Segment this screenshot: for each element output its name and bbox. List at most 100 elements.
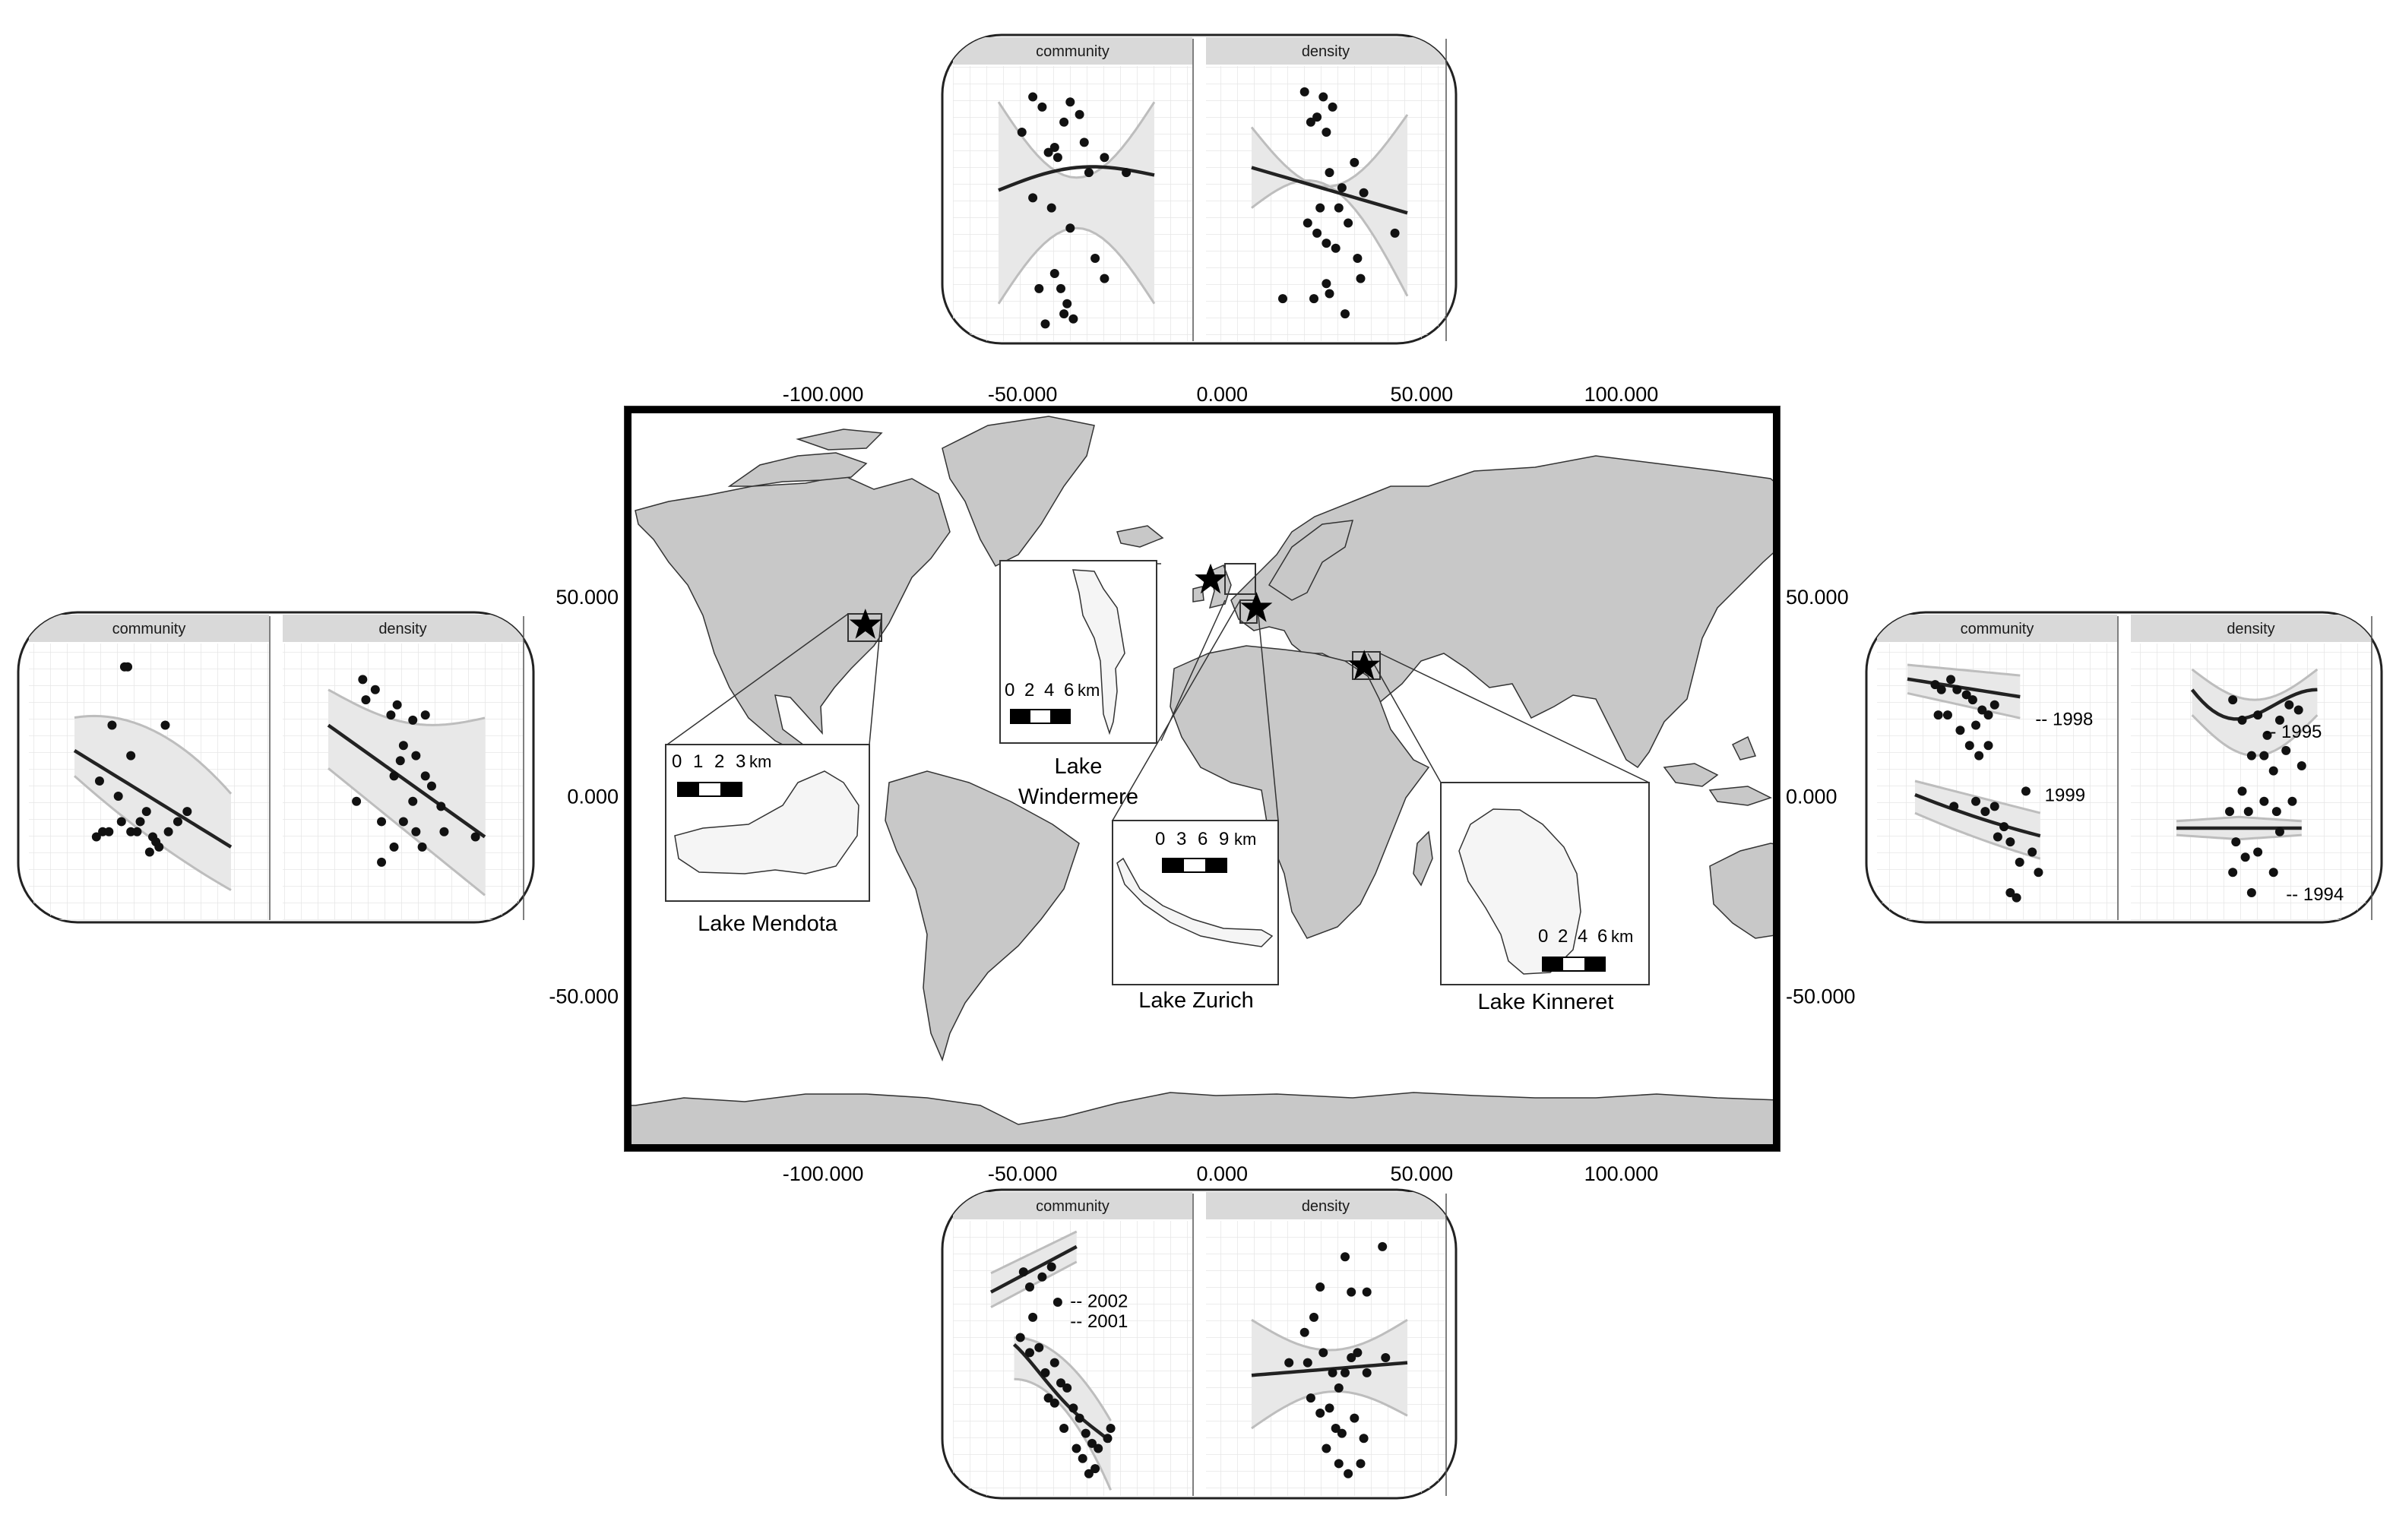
- data-point: [1993, 832, 2002, 842]
- data-point: [173, 817, 182, 827]
- facet-community: community -- 1998 1999: [1877, 615, 2119, 920]
- data-point: [2027, 847, 2037, 857]
- data-point: [1315, 1409, 1325, 1418]
- data-point: [1078, 1453, 1087, 1463]
- map-clip: [628, 416, 1781, 1147]
- band-upper-line: [1914, 779, 2041, 814]
- data-point: [398, 741, 408, 751]
- data-point: [1084, 168, 1094, 178]
- data-point: [1341, 1368, 1350, 1377]
- data-point: [1347, 1287, 1356, 1297]
- data-point: [1315, 203, 1325, 213]
- data-point: [1930, 680, 1940, 690]
- scale-unit: km: [1611, 927, 1633, 946]
- data-point: [1331, 1423, 1341, 1433]
- data-point: [1359, 1434, 1369, 1444]
- data-point: [1328, 1368, 1337, 1377]
- band-lower-line: [328, 767, 486, 896]
- data-point: [160, 720, 170, 730]
- data-point: [1341, 309, 1350, 319]
- data-point: [1949, 802, 1959, 811]
- x-tick-label-bottom: 50.000: [1391, 1162, 1454, 1185]
- data-point: [1284, 1358, 1294, 1368]
- scale-label-3: 6: [1597, 926, 1607, 947]
- data-point: [408, 796, 418, 806]
- data-point: [1967, 695, 1977, 705]
- trend-line: [989, 1244, 1078, 1294]
- data-point: [1322, 279, 1331, 289]
- data-point: [2296, 761, 2306, 770]
- data-point: [439, 827, 449, 836]
- data-point: [1983, 741, 1993, 751]
- data-point: [123, 662, 133, 672]
- data-point: [361, 695, 371, 705]
- data-point: [1328, 102, 1337, 112]
- data-point: [1977, 705, 1987, 715]
- data-point: [1334, 1383, 1344, 1393]
- x-tick-label-bottom: 0.000: [1196, 1162, 1248, 1185]
- lake-windermere-label-line2: Windermere: [1018, 785, 1138, 809]
- data-point: [1989, 802, 1999, 811]
- data-point: [1933, 710, 1943, 720]
- data-point: [2262, 730, 2272, 740]
- year-annotation: -- 1994: [2286, 884, 2344, 905]
- band-lower-line: [1251, 1390, 1408, 1430]
- data-point: [1946, 675, 1956, 685]
- facet-label: density: [2227, 621, 2274, 637]
- data-point: [1337, 183, 1347, 193]
- data-point: [1025, 1348, 1034, 1358]
- data-point: [132, 827, 142, 836]
- data-point: [1362, 1287, 1372, 1297]
- data-point: [2287, 796, 2297, 806]
- data-point: [1037, 102, 1047, 112]
- data-point: [2274, 827, 2284, 836]
- data-point: [389, 771, 399, 781]
- scale-unit: km: [749, 752, 771, 771]
- data-point: [2253, 847, 2263, 857]
- data-point: [1062, 299, 1072, 308]
- data-point: [1081, 1428, 1090, 1438]
- data-point: [1028, 193, 1038, 203]
- data-point: [1322, 239, 1331, 248]
- data-point: [1325, 168, 1334, 178]
- data-point: [1052, 153, 1062, 163]
- data-point: [1325, 289, 1334, 299]
- data-point: [1049, 1358, 1059, 1368]
- data-point: [1103, 1434, 1113, 1444]
- band-lower-line: [997, 226, 1156, 305]
- data-point: [1378, 1241, 1388, 1251]
- facet-strip: [953, 1192, 1192, 1219]
- panel-right: community -- 1998 1999 density -- 1995 -- 199…: [1865, 611, 2383, 924]
- data-point: [2259, 751, 2269, 761]
- arctic-islands: [727, 428, 883, 487]
- scale-label-0: 0: [672, 751, 682, 772]
- africa-landmass: [1170, 645, 1430, 939]
- data-point: [1034, 1342, 1044, 1352]
- data-point: [1999, 822, 2009, 832]
- scale-label-1: 2: [1558, 926, 1568, 947]
- facet-strip: [283, 615, 523, 642]
- plot-area: [2131, 644, 2371, 920]
- y-tick-label-left: -50.000: [549, 985, 619, 1007]
- data-point: [1040, 1368, 1050, 1377]
- band-upper-line: [1907, 663, 2021, 677]
- data-point: [2246, 751, 2256, 761]
- axis-bar-left: [625, 406, 631, 1151]
- panel-left: community density: [17, 611, 535, 924]
- data-point: [1071, 1444, 1081, 1453]
- axis-bar-right: [1773, 406, 1780, 1151]
- confidence-band: [999, 102, 1154, 304]
- trend-line: [1012, 1342, 1113, 1444]
- inset-lake-kinneret: 0 2 4 6 km Lake Kinneret: [1440, 782, 1650, 1014]
- facet-label: community: [112, 621, 186, 637]
- data-point: [2005, 837, 2015, 847]
- data-point: [1318, 92, 1328, 102]
- data-point: [1075, 109, 1084, 119]
- data-point: [1068, 1403, 1078, 1413]
- data-point: [2281, 745, 2291, 755]
- data-point: [163, 827, 173, 836]
- x-tick-label-bottom: -100.000: [783, 1162, 864, 1185]
- data-point: [1344, 1469, 1353, 1478]
- lake-zurich-outline: [1116, 857, 1274, 947]
- data-point: [1362, 1368, 1372, 1377]
